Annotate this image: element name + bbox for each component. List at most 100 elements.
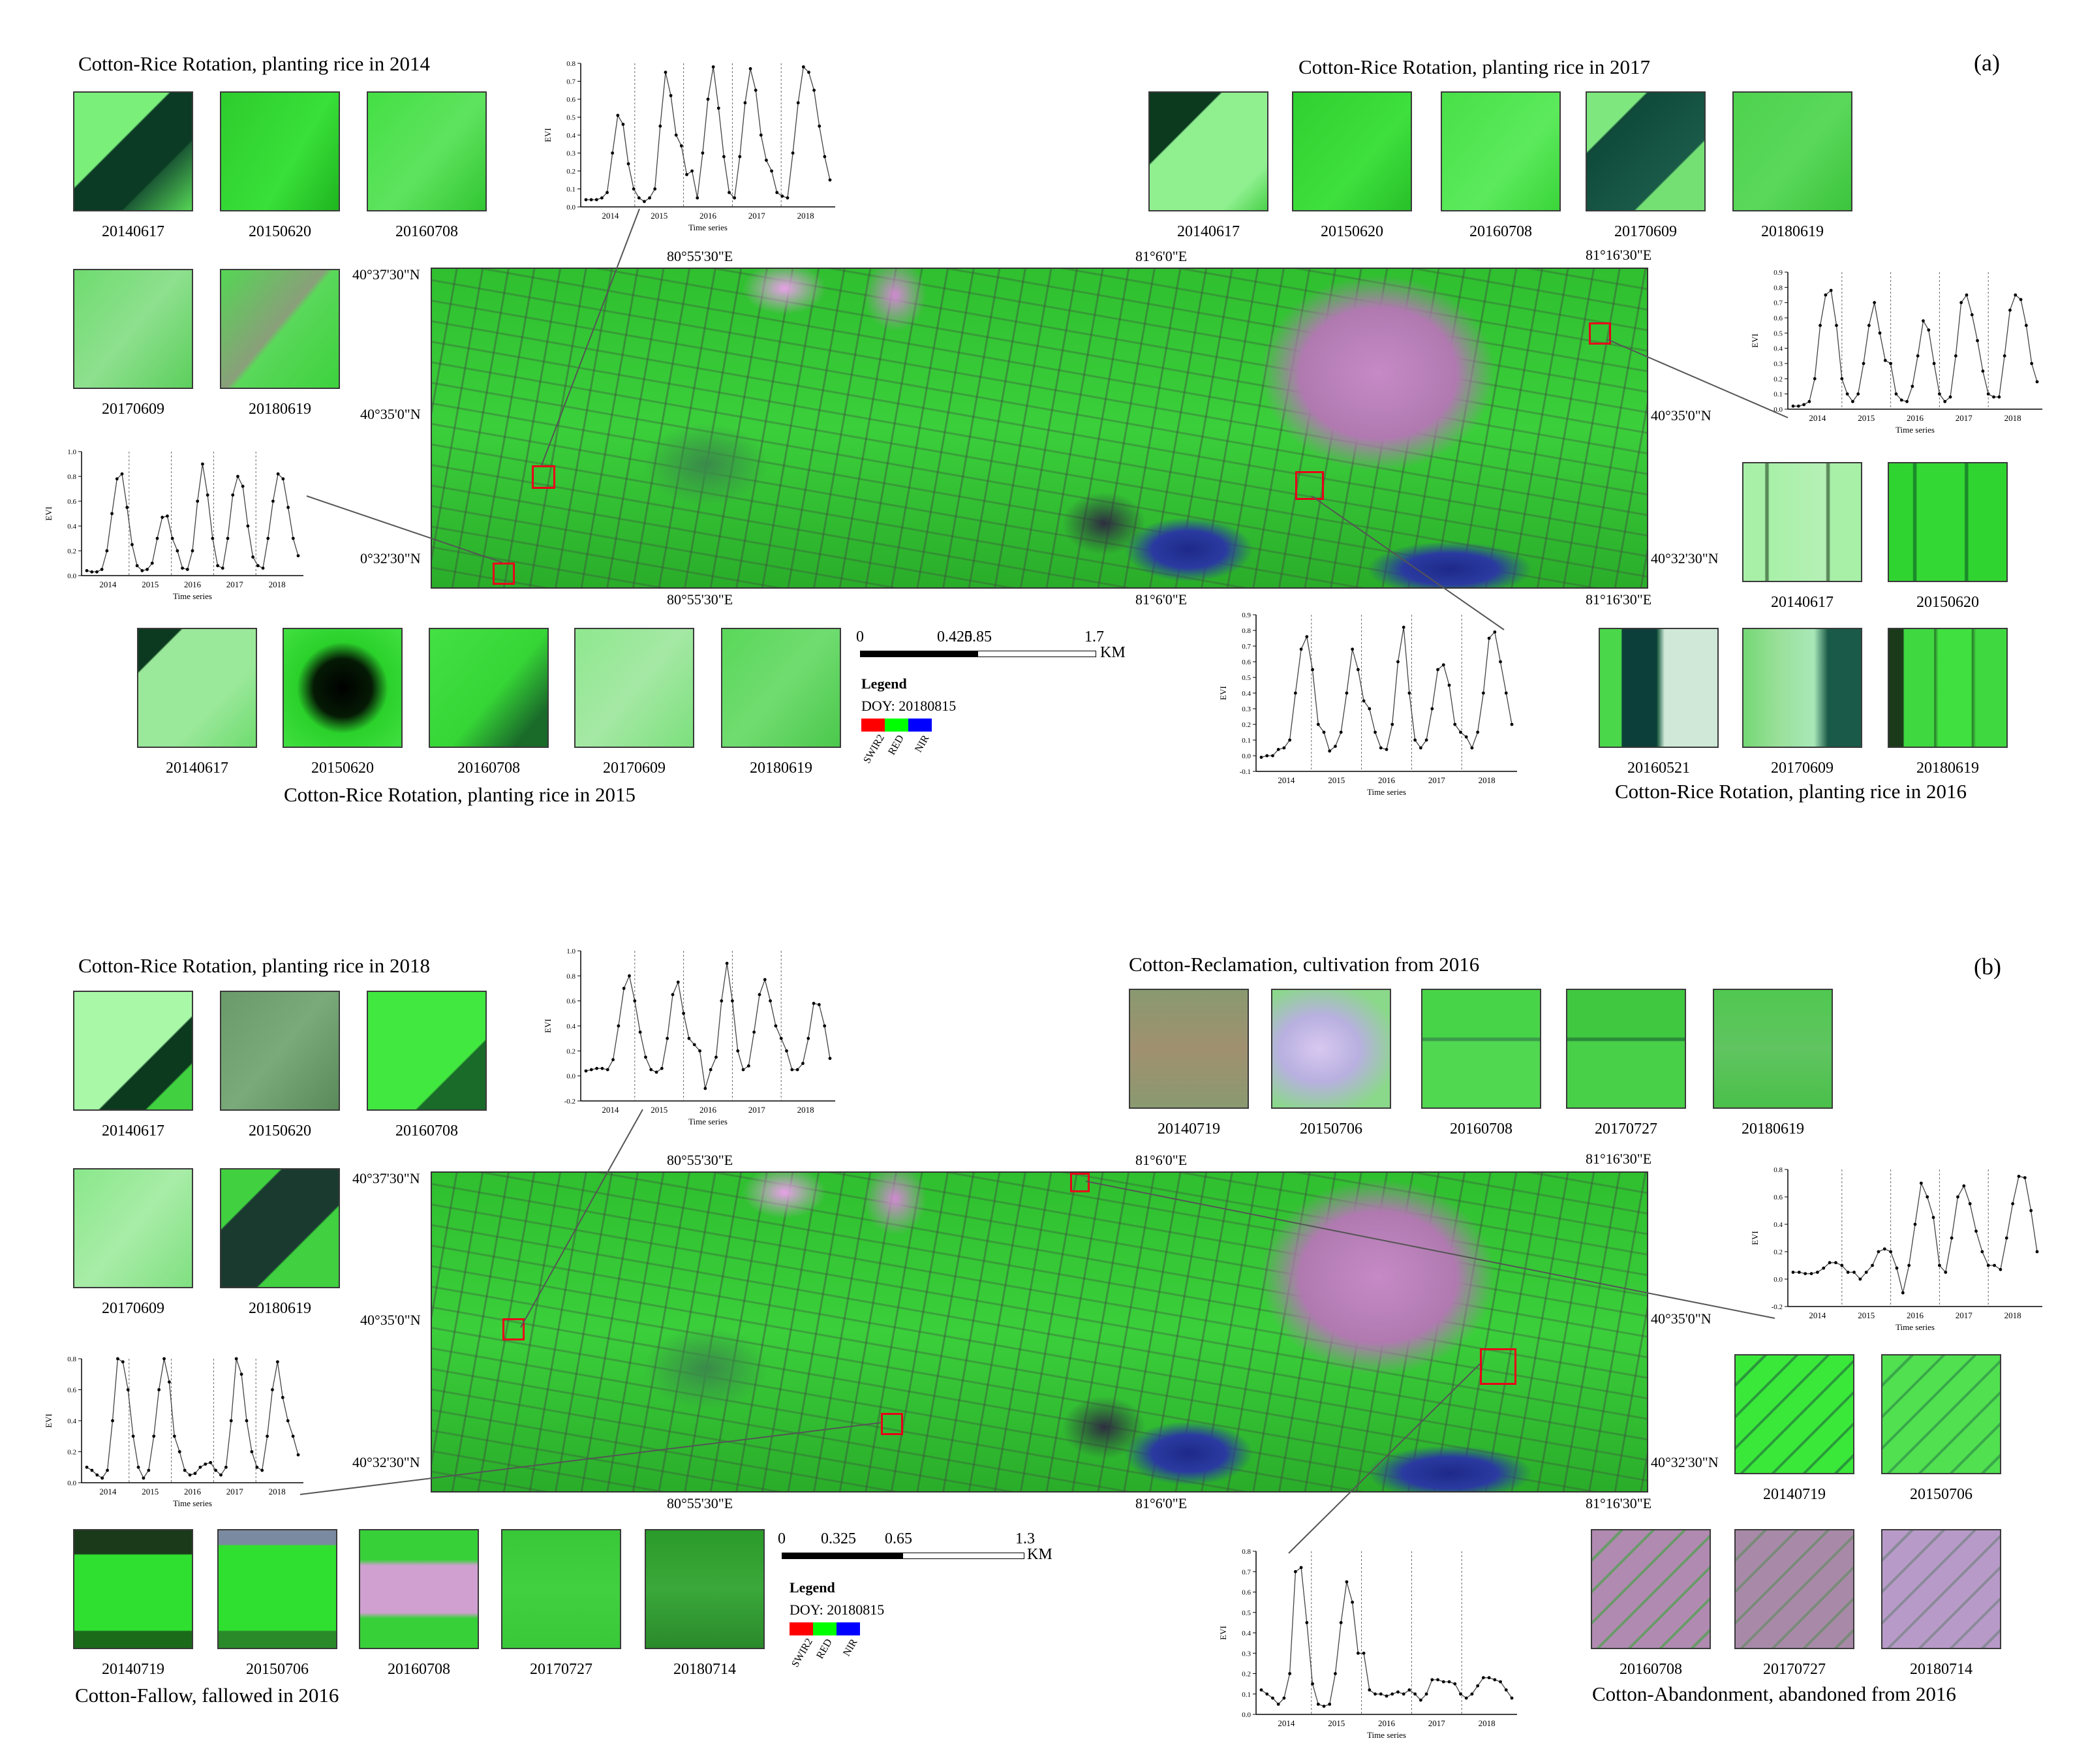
evi-point	[1938, 1263, 1941, 1267]
x-axis-label: Time series	[1367, 1730, 1406, 1740]
title-bottom-right: Cotton-Rice Rotation, planting rice in 2…	[1615, 780, 1967, 803]
evi-chart-a-left: 0.0 0.2 0.4 0.6 0.8 1.0 2014 2015 2016 2017 2018 Ti…	[44, 448, 303, 601]
x-tick-label: 2017	[1956, 1310, 1973, 1320]
y-tick-label: 0.4	[67, 523, 76, 531]
evi-point	[1459, 730, 1462, 734]
evi-point	[161, 516, 164, 519]
title-bottom-left: Cotton-Rice Rotation, planting rice in 2…	[284, 783, 636, 806]
x-tick-label: 2014	[1809, 413, 1826, 423]
evi-point	[1965, 293, 1969, 297]
evi-point	[221, 566, 224, 570]
tile-b-tl-1: 20150620	[220, 991, 340, 1140]
evi-point	[1351, 647, 1355, 651]
evi-point	[1895, 1266, 1899, 1270]
legend-swatch-blue	[837, 1622, 860, 1635]
evi-point	[685, 173, 688, 176]
evi-point	[201, 462, 204, 466]
evi-point	[676, 980, 680, 984]
y-tick-label: 0.8	[566, 972, 576, 980]
evi-point	[1862, 362, 1865, 365]
x-tick-label: 2018	[797, 1105, 814, 1115]
evi-point	[126, 1388, 130, 1391]
evi-point	[1796, 404, 1800, 408]
evi-point	[1368, 707, 1372, 711]
red-box-abandonment	[1480, 1348, 1516, 1385]
x-tick-label: 2016	[699, 211, 717, 221]
evi-point	[600, 196, 604, 200]
evi-point	[812, 1002, 816, 1005]
evi-point	[1835, 324, 1838, 328]
y-axis-label: EVI	[543, 128, 553, 142]
y-tick-label: 0.2	[67, 1449, 76, 1457]
x-tick-label: 2015	[142, 1487, 159, 1496]
evi-point	[1402, 1692, 1405, 1696]
evi-point	[1804, 1272, 1807, 1275]
evi-point	[1481, 1676, 1485, 1680]
red-box-2018	[502, 1318, 525, 1340]
title-top-right: Cotton-Rice Rotation, planting rice in 2…	[1298, 55, 1650, 78]
y-tick-label: 0.3	[1242, 705, 1251, 713]
evi-point	[1311, 668, 1314, 672]
evi-point	[1299, 647, 1303, 651]
y-tick-label: 0.4	[1773, 1221, 1783, 1229]
evi-point	[716, 106, 720, 110]
evi-point	[1424, 1692, 1428, 1696]
evi-point	[698, 1049, 701, 1053]
evi-point	[1968, 1202, 1972, 1205]
evi-point	[1424, 738, 1428, 742]
tile-a-tr-1: 20150620	[1292, 91, 1412, 241]
y-tick-label: 0.5	[1242, 674, 1251, 682]
coord-top-1: 81°6'0"E	[1135, 248, 1188, 264]
y-tick-label: 0.7	[1242, 1568, 1251, 1576]
evi-point	[296, 1453, 300, 1457]
evi-point	[286, 506, 290, 509]
evi-point	[589, 1068, 593, 1072]
evi-series-line	[1261, 1566, 1512, 1707]
evi-point	[1954, 354, 1958, 358]
evi-point	[275, 1360, 279, 1364]
x-tick-label: 2018	[1479, 1718, 1496, 1728]
y-tick-label: 0.7	[1773, 300, 1783, 307]
evi-point	[1402, 625, 1405, 629]
evi-point	[1345, 691, 1349, 695]
evi-point	[1396, 1690, 1400, 1694]
evi-point	[595, 1066, 599, 1070]
evi-point	[741, 1068, 745, 1072]
evi-point	[611, 151, 615, 155]
evi-point	[176, 549, 179, 553]
evi-point	[260, 1468, 264, 1472]
evi-point	[1797, 1271, 1801, 1274]
title-top-left: Cotton-Rice Rotation, planting rice in 2…	[78, 954, 430, 977]
panel-label: (a)	[1974, 50, 2000, 76]
x-tick-label: 2018	[2004, 413, 2021, 423]
evi-point	[1334, 745, 1337, 748]
tile-a-tl-2: 20160708	[367, 91, 487, 241]
evi-point	[616, 114, 620, 117]
tile-b-tr-4: 20180619	[1713, 989, 1833, 1138]
evi-point	[589, 198, 593, 202]
evi-point	[1328, 749, 1332, 753]
evi-point	[1993, 1263, 1996, 1267]
y-tick-label: 0.7	[566, 78, 576, 86]
evi-point	[1299, 1566, 1303, 1570]
evi-point	[196, 499, 200, 503]
evi-point	[1459, 1692, 1462, 1696]
scale-bar: 0 0.425 0.85 1.7 KM	[856, 628, 1126, 661]
y-tick-label: 0.1	[1773, 391, 1783, 399]
evi-point	[1339, 730, 1343, 734]
x-tick-label: 2016	[184, 1487, 202, 1496]
evi-point	[131, 1434, 135, 1438]
evi-chart-a-bottom: -0.1 0.0 0.1 0.2 0.3 0.4 0.5 0.6 0.7 0.8 0.9 2014 20…	[1218, 611, 1517, 797]
y-tick-label: 0.6	[566, 96, 576, 104]
evi-point	[1265, 1692, 1269, 1696]
evi-point	[1504, 1688, 1508, 1692]
evi-point	[687, 1036, 691, 1040]
evi-point	[125, 506, 129, 509]
evi-point	[2008, 308, 2012, 312]
evi-point	[1447, 683, 1451, 687]
tile-a-br-0: 20140617	[1742, 462, 1862, 611]
tile-a-bl-3: 20170609	[574, 628, 694, 777]
evi-point	[2029, 1209, 2033, 1213]
evi-point	[111, 1419, 114, 1423]
evi-point	[2003, 354, 2006, 358]
